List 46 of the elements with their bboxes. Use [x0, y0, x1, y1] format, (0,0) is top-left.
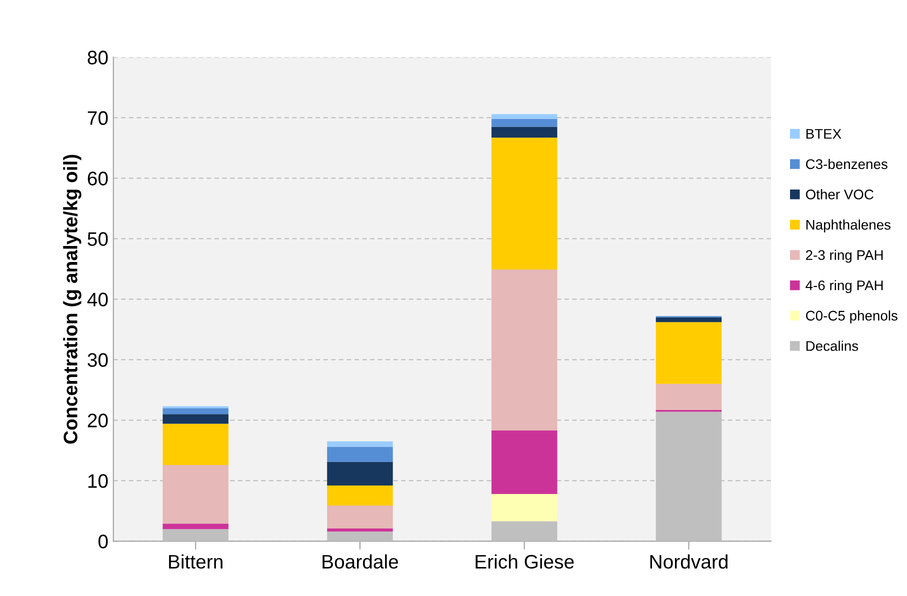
y-axis-title: Concentration (g analyte/kg oil): [63, 154, 82, 444]
legend-label: Other VOC: [806, 189, 874, 200]
bar: [162, 424, 228, 465]
bar: [327, 462, 393, 486]
legend-label: 2-3 ring PAH: [806, 250, 883, 263]
bar: [327, 505, 393, 528]
bar: [491, 494, 558, 522]
bar: [491, 118, 558, 127]
bar: [656, 322, 722, 384]
bar: [162, 524, 228, 530]
y-tick-label: 10: [88, 474, 108, 488]
bar: [162, 464, 228, 524]
bar: [327, 446, 393, 462]
legend-label: BTEX: [806, 129, 842, 139]
bar: [491, 270, 558, 430]
legend-label: 4-6 ring PAH: [806, 280, 883, 294]
legend-label: Naphthalenes: [806, 219, 891, 232]
y-tick-label: 30: [88, 353, 108, 367]
legend-label: C3-benzenes: [806, 158, 888, 170]
bar: [656, 317, 722, 322]
x-tick-label: Boardale: [322, 554, 398, 569]
bar: [491, 138, 558, 270]
bar: [162, 529, 228, 542]
bar: [162, 408, 228, 414]
y-tick-label: 50: [88, 232, 108, 246]
x-tick-label: Erich Giese: [476, 554, 574, 569]
x-tick-label: Nordvard: [650, 554, 728, 569]
y-tick-label: 20: [88, 414, 108, 428]
bar: [491, 114, 558, 119]
y-tick-label: 60: [88, 172, 108, 186]
y-tick-label: 40: [87, 292, 108, 306]
x-tick-label: Bittern: [169, 554, 222, 569]
legend-label: Decalins: [806, 340, 858, 351]
bar: [491, 430, 558, 494]
y-tick-label: 80: [88, 50, 108, 64]
bar: [327, 528, 393, 532]
bar: [327, 441, 393, 447]
bar: [491, 126, 558, 138]
bar: [656, 384, 722, 410]
bar: [491, 521, 558, 542]
bar: [327, 486, 393, 506]
bar: [327, 531, 393, 542]
bar: [162, 414, 228, 424]
y-tick-label: 70: [88, 111, 108, 125]
legend-label: C0-C5 phenols: [806, 310, 898, 324]
y-tick-label: 0: [98, 534, 108, 548]
